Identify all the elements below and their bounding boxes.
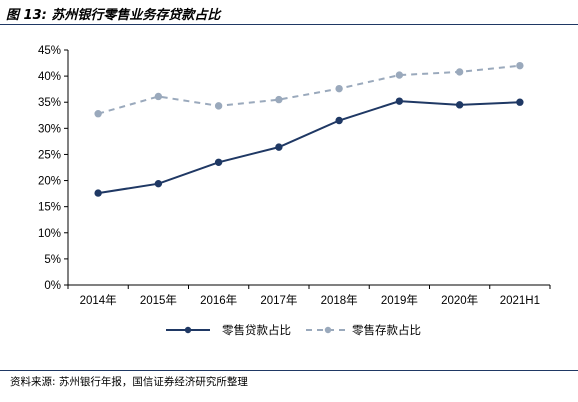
source-note: 资料来源: 苏州银行年报，国信证券经济研究所整理: [10, 376, 248, 388]
data-point: [335, 84, 343, 93]
x-tick-label: 2016年: [200, 293, 237, 307]
y-axis: 0% 5% 10% 15% 20% 25% 30% 35% 40% 45%: [38, 45, 69, 292]
y-tick-label: 25%: [38, 149, 61, 161]
y-tick-label: 35%: [38, 97, 61, 109]
y-tick-label: 40%: [38, 71, 61, 83]
y-tick-label: 15%: [38, 202, 61, 214]
legend-swatch-marker: [184, 326, 192, 334]
y-tick-label: 30%: [38, 123, 61, 135]
data-point: [94, 189, 102, 197]
x-tick-label: 2014年: [80, 293, 117, 307]
data-point: [275, 95, 283, 104]
data-point: [275, 143, 283, 151]
x-tick-label: 2017年: [260, 293, 297, 307]
x-tick-label: 2018年: [321, 293, 358, 307]
top-rule: [0, 24, 578, 25]
bottom-rule: [0, 370, 578, 371]
line-chart: 0%5%10%15%20%25%30%35%40%45% 2014年 2015年 2…: [38, 45, 551, 337]
x-axis: 2014年 2015年 2016年 2017年 2018年 2019年 2020年 2021H…: [67, 284, 551, 307]
series-line-1: [97, 100, 520, 195]
data-point: [516, 61, 524, 70]
x-tick-label: 2019年: [381, 293, 418, 307]
data-point: [214, 158, 223, 166]
series-layer: [94, 61, 524, 197]
data-point: [395, 71, 404, 79]
legend: 零售贷款占比 零售存款占比: [166, 323, 421, 337]
series-line-2: [97, 64, 520, 115]
y-tick-label: 45%: [38, 45, 61, 57]
data-point: [395, 97, 404, 105]
data-point: [94, 110, 102, 118]
data-point: [335, 116, 343, 125]
y-tick-label: 20%: [38, 176, 61, 188]
x-tick-label: 2015年: [140, 293, 177, 307]
data-point: [154, 92, 163, 101]
data-point: [516, 98, 524, 106]
legend-swatch-marker: [324, 326, 332, 334]
y-tick-label: 10%: [38, 228, 61, 240]
data-point: [455, 68, 464, 76]
y-tick-label: 0%: [44, 280, 61, 292]
data-point: [154, 179, 163, 188]
x-tick-label: 2021H1: [500, 295, 540, 307]
y-tick-label: 5%: [44, 254, 61, 266]
legend-label: 零售贷款占比: [222, 323, 291, 337]
legend-label: 零售存款占比: [352, 323, 421, 337]
x-tick-label: 2020年: [441, 293, 478, 307]
figure-title: 图 13: 苏州银行零售业务存贷款占比: [6, 8, 221, 23]
data-point: [214, 102, 223, 110]
data-point: [455, 101, 464, 109]
